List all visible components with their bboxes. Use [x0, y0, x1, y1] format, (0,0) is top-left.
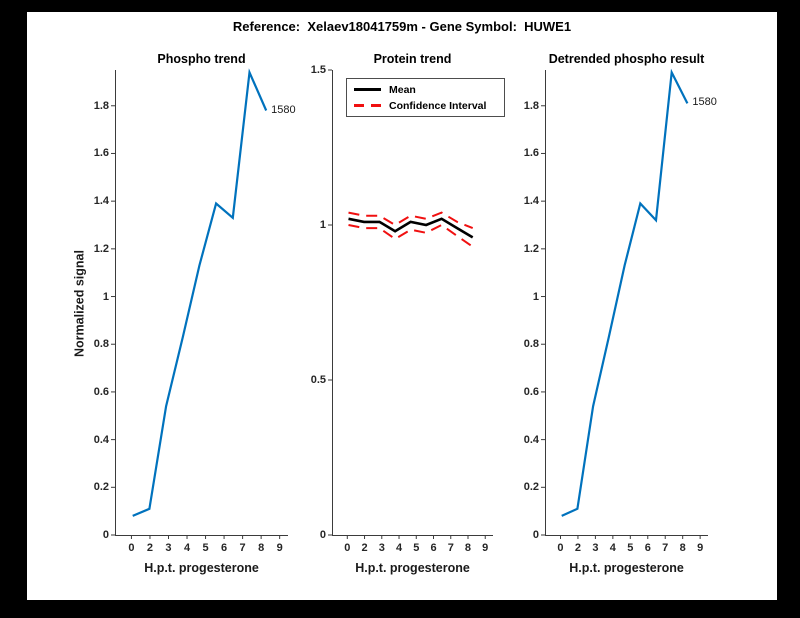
y-tick-label: 1.2 — [93, 242, 109, 255]
series-detrended-signal — [561, 68, 689, 517]
plot-title: Detrended phospho result — [548, 52, 705, 66]
end-point-label: 1580 — [271, 103, 296, 116]
x-tick-label: 4 — [609, 542, 616, 554]
y-tick-label: 0 — [532, 529, 539, 541]
x-tick-label: 9 — [697, 542, 704, 554]
x-tick-label: 0 — [344, 542, 351, 554]
x-tick-label: 6 — [430, 542, 437, 554]
plot-protein-trend: Protein trend H.p.t. progesterone Mean C… — [27, 12, 777, 600]
series-protein-mean — [348, 217, 474, 239]
plot-area — [328, 69, 493, 539]
y-tick-label: 0.8 — [93, 338, 109, 351]
x-tick-label: 7 — [662, 542, 669, 554]
y-tick-label: 1.5 — [310, 64, 326, 76]
y-tick-label: 0.2 — [523, 481, 539, 494]
y-axis-label: Normalized signal — [72, 249, 87, 357]
x-tick-label: 2 — [146, 542, 154, 554]
x-axis-label: H.p.t. progesterone — [144, 561, 259, 575]
legend-row-confidence-interval: Confidence Interval — [354, 99, 504, 112]
x-tick-label: 4 — [395, 542, 403, 554]
x-tick-label: 6 — [221, 542, 228, 554]
y-tick-label: 1 — [102, 290, 109, 303]
figure-title: Reference: Xelaev18041759m - Gene Symbol… — [232, 19, 572, 34]
x-tick-label: 4 — [183, 542, 191, 554]
end-point-label: 1580 — [692, 96, 717, 109]
x-tick-label: 0 — [128, 542, 135, 554]
y-tick-label: 1 — [319, 219, 326, 231]
y-tick-label: 0.6 — [93, 385, 109, 398]
x-tick-label: 3 — [165, 542, 172, 554]
x-tick-label: 5 — [202, 542, 209, 554]
y-tick-label: 1.4 — [93, 195, 109, 208]
plot-title: Phospho trend — [157, 52, 246, 66]
legend: Mean Confidence Interval — [346, 78, 505, 117]
y-tick-label: 1.6 — [93, 147, 109, 160]
y-tick-label: 1 — [532, 290, 539, 303]
x-tick-label: 8 — [258, 542, 265, 554]
x-tick-label: 7 — [447, 542, 454, 554]
series-confidence-upper — [348, 211, 474, 230]
plot-area — [541, 68, 708, 539]
y-tick-label: 0.8 — [523, 338, 539, 351]
x-tick-label: 3 — [592, 542, 599, 554]
plot-title: Protein trend — [373, 52, 452, 66]
y-tick-label: 0.2 — [93, 481, 109, 494]
mean-line-swatch — [354, 88, 381, 91]
x-tick-label: 5 — [413, 542, 420, 554]
x-tick-label: 0 — [557, 542, 564, 554]
series-confidence-lower — [348, 223, 474, 248]
matlab-figure: Reference: Xelaev18041759m - Gene Symbol… — [27, 12, 777, 600]
x-tick-label: 5 — [627, 542, 634, 554]
y-tick-label: 0 — [102, 529, 109, 541]
x-tick-label: 6 — [644, 542, 651, 554]
y-tick-label: 1.2 — [523, 242, 539, 255]
x-tick-label: 7 — [239, 542, 246, 554]
x-tick-label: 2 — [574, 542, 581, 554]
x-tick-label: 9 — [276, 542, 283, 554]
y-tick-label: 0.6 — [523, 385, 539, 398]
x-tick-label: 8 — [679, 542, 686, 554]
series-phospho-signal — [132, 68, 268, 517]
y-tick-label: 1.8 — [93, 99, 109, 112]
y-tick-label: 0.5 — [310, 374, 326, 386]
x-tick-label: 3 — [378, 542, 385, 554]
legend-label-confidence-interval: Confidence Interval — [389, 99, 487, 112]
confidence-interval-line-swatch — [354, 104, 381, 107]
plot-phospho-trend: Phospho trend Normalized signal H.p.t. p… — [27, 12, 777, 600]
x-tick-label: 8 — [464, 542, 472, 554]
y-tick-label: 0 — [319, 529, 326, 541]
y-tick-label: 0.4 — [523, 433, 539, 446]
y-tick-label: 1.6 — [523, 147, 539, 160]
x-tick-label: 9 — [482, 542, 489, 554]
y-tick-label: 1.4 — [523, 195, 539, 208]
x-tick-label: 2 — [361, 542, 368, 554]
x-axis-label: H.p.t. progesterone — [569, 561, 684, 575]
legend-label-mean: Mean — [389, 83, 416, 96]
x-axis-label: H.p.t. progesterone — [355, 561, 470, 575]
y-tick-label: 0.4 — [93, 433, 109, 446]
plot-area — [111, 68, 288, 539]
y-tick-label: 1.8 — [523, 99, 539, 112]
plot-detrended-phospho-result: Detrended phospho result H.p.t. progeste… — [27, 12, 777, 600]
legend-row-mean: Mean — [354, 83, 504, 96]
